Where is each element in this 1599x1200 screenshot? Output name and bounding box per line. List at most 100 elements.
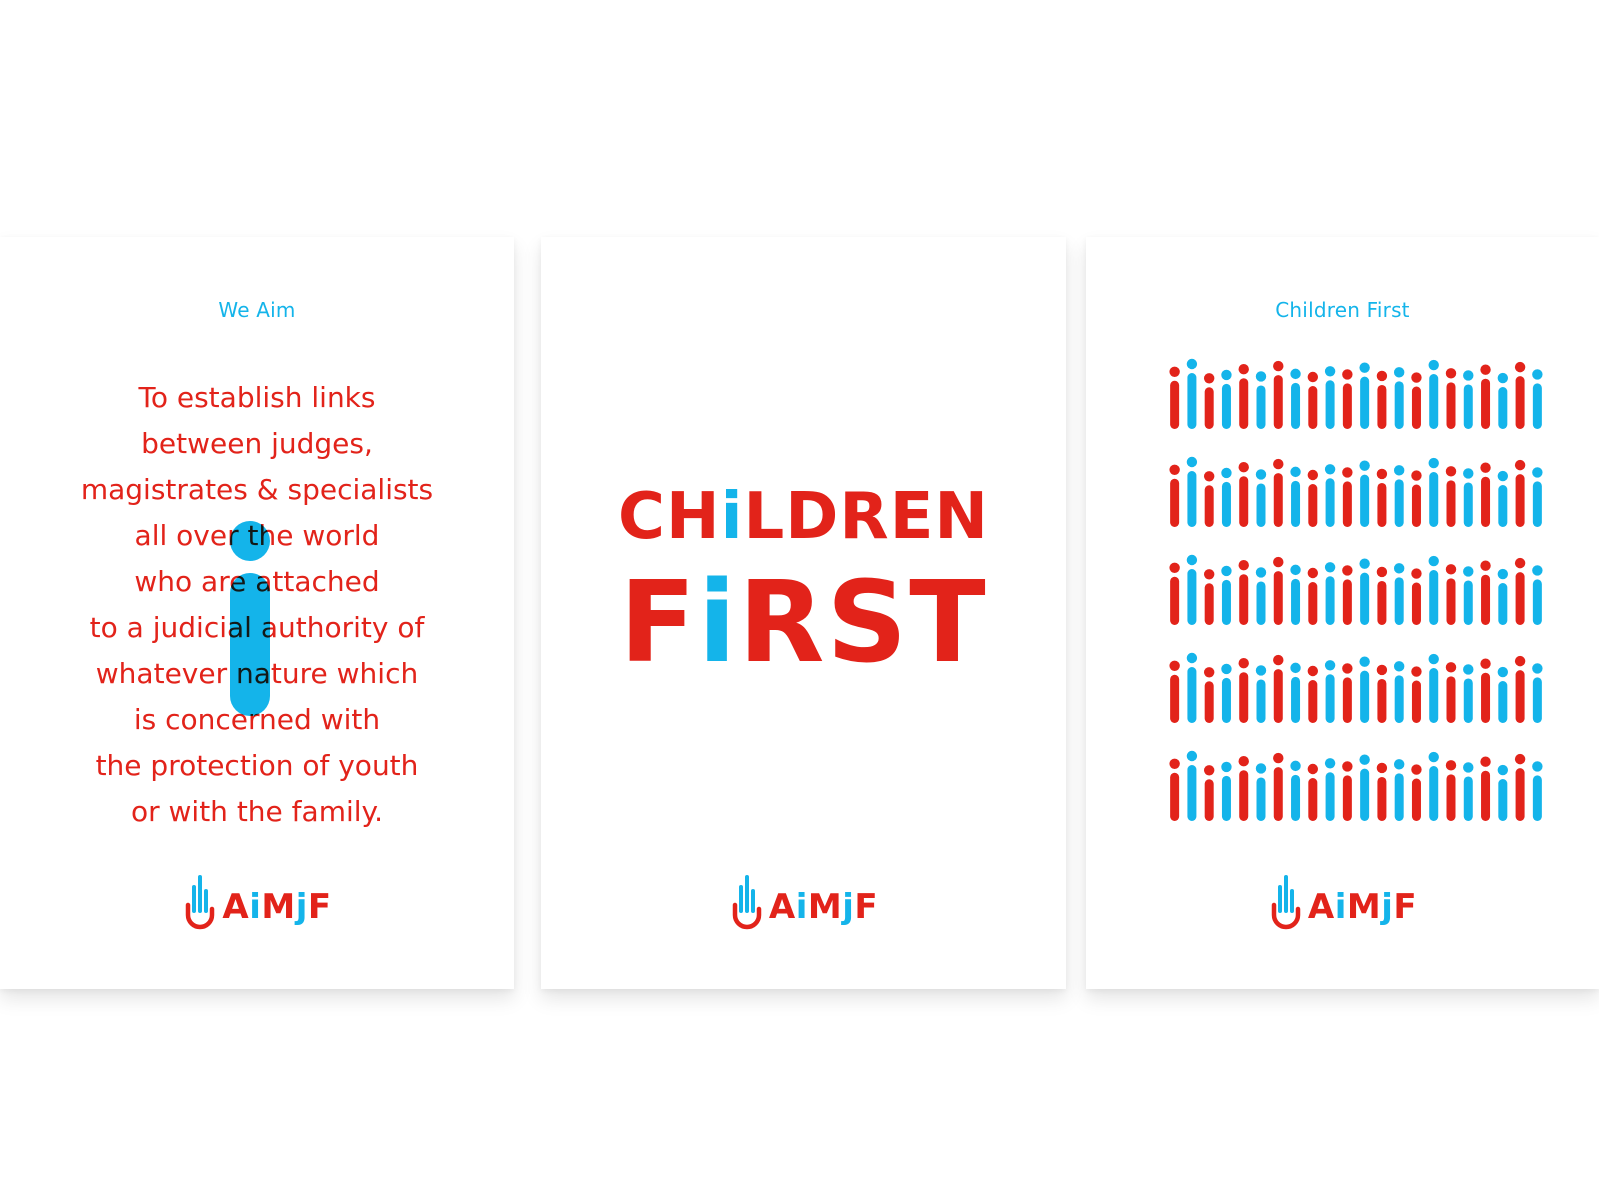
child-figure-body (1360, 474, 1370, 527)
child-figure (1480, 658, 1491, 723)
child-figure (1290, 368, 1301, 429)
child-figure-body (1360, 376, 1370, 429)
mission-line: whatever nature which (95, 657, 419, 690)
child-figure (1428, 457, 1439, 527)
child-figure (1255, 371, 1267, 429)
child-figure (1273, 458, 1284, 527)
child-figure-body (1463, 580, 1473, 625)
logo-wordmark: AiMjF (1307, 887, 1418, 927)
child-figure (1445, 760, 1457, 821)
child-figure-head (1186, 358, 1198, 370)
child-figure-body (1239, 770, 1249, 821)
child-figure-head (1393, 367, 1405, 378)
child-figure (1273, 360, 1284, 429)
child-figure-head (1238, 560, 1249, 571)
child-figure (1514, 459, 1526, 527)
mission-line: who are attached (134, 565, 380, 598)
child-figure (1186, 358, 1198, 429)
child-figure-body (1239, 476, 1249, 527)
child-figure-head (1273, 360, 1284, 372)
child-figure-body (1325, 576, 1335, 625)
child-figure (1480, 462, 1491, 527)
child-figure-head (1169, 660, 1180, 671)
child-figure-head (1186, 750, 1198, 762)
child-figure-body (1429, 374, 1439, 429)
child-figure (1514, 557, 1526, 625)
child-figure-body (1170, 674, 1180, 723)
child-figure-body (1481, 574, 1491, 625)
child-figure (1342, 663, 1353, 723)
child-figure-head (1445, 466, 1457, 477)
child-figure-body (1239, 574, 1249, 625)
child-figure-body (1204, 681, 1214, 723)
child-figure-body (1394, 479, 1404, 527)
child-figure (1428, 653, 1439, 723)
child-figure-head (1324, 366, 1336, 377)
child-figure-head (1203, 471, 1215, 482)
child-figure-body (1342, 775, 1352, 821)
child-figure-body (1308, 582, 1318, 625)
child-figure-body (1256, 385, 1266, 429)
child-figure (1428, 359, 1439, 429)
child-figure-head (1221, 761, 1232, 773)
child-figure-head (1428, 457, 1439, 469)
child-figure (1324, 562, 1336, 625)
child-figure-body (1342, 579, 1352, 625)
child-figure-body (1446, 382, 1456, 429)
child-figure-head (1324, 758, 1336, 769)
child-figure (1290, 760, 1301, 821)
child-figure (1393, 563, 1405, 625)
child-figure (1532, 663, 1543, 723)
child-figure-body (1498, 779, 1508, 821)
child-figure-head (1463, 566, 1474, 577)
child-figure (1290, 662, 1301, 723)
child-figure-body (1325, 674, 1335, 723)
child-figure-head (1514, 557, 1526, 569)
child-figure-head (1186, 456, 1198, 468)
child-figure-body (1342, 677, 1352, 723)
child-figure (1221, 467, 1232, 527)
child-figure (1393, 465, 1405, 527)
child-figure-body (1239, 378, 1249, 429)
child-figure-body (1498, 485, 1508, 527)
child-figure (1221, 369, 1232, 429)
child-figure (1307, 763, 1319, 821)
child-figure-head (1428, 653, 1439, 665)
child-figure-head (1514, 655, 1526, 667)
child-figure-head (1497, 568, 1509, 580)
mission-line: to a judicial authority of (89, 611, 425, 644)
child-figure-head (1376, 664, 1388, 676)
child-figure-body (1463, 776, 1473, 821)
child-figure-body (1308, 386, 1318, 429)
child-figure (1273, 752, 1284, 821)
child-figure-head (1324, 562, 1336, 573)
child-figure-head (1273, 556, 1284, 568)
child-figure-head (1169, 366, 1180, 377)
child-figure-body (1377, 678, 1387, 723)
child-figure-body (1463, 384, 1473, 429)
child-figure-body (1446, 578, 1456, 625)
headline-first: FiRST (619, 558, 988, 688)
child-figure-head (1411, 666, 1422, 677)
child-figure-body (1308, 484, 1318, 527)
child-figure-head (1255, 665, 1267, 676)
child-figure-body (1221, 383, 1231, 429)
child-figure (1428, 555, 1439, 625)
child-figure-body (1291, 382, 1301, 429)
child-figure-body (1532, 383, 1542, 429)
child-figure-head (1393, 759, 1405, 770)
child-figure-body (1291, 774, 1301, 821)
child-figure-body (1481, 672, 1491, 723)
child-figure-head (1186, 554, 1198, 566)
child-figure-body (1394, 675, 1404, 723)
child-figure (1359, 656, 1370, 723)
child-figure-body (1481, 770, 1491, 821)
child-figure-head (1169, 464, 1180, 475)
child-figure-body (1187, 765, 1197, 821)
headline-children: CHiLDREN (618, 480, 989, 554)
child-figure-body (1273, 571, 1283, 625)
child-figure (1480, 364, 1491, 429)
child-figure-body (1498, 583, 1508, 625)
child-figure-body (1360, 670, 1370, 723)
child-figure (1324, 758, 1336, 821)
